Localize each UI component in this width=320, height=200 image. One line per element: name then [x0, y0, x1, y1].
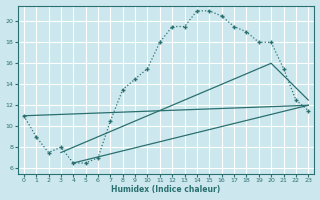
- X-axis label: Humidex (Indice chaleur): Humidex (Indice chaleur): [111, 185, 221, 194]
